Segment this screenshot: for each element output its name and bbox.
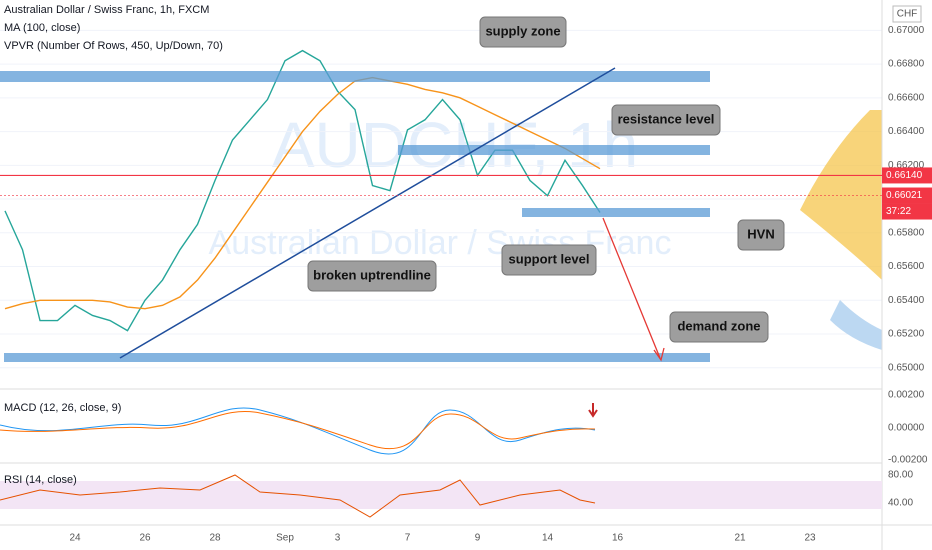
x-tick-label: 26: [139, 533, 151, 544]
currency-box: [892, 5, 922, 23]
x-tick-label: 21: [734, 533, 746, 544]
annotation: support level: [501, 244, 597, 276]
annotation: demand zone: [669, 311, 769, 343]
price-tag: [882, 167, 932, 184]
vpvr: [800, 110, 882, 280]
countdown-tag: [882, 203, 932, 220]
annotation-text: resistance level: [618, 111, 715, 126]
price-tag-label: 0.66021: [886, 190, 923, 201]
trendline: [119, 67, 616, 359]
macd-tick: 0.00000: [888, 423, 925, 434]
x-tick-label: 7: [405, 533, 411, 544]
y-tick-label: 0.67200: [888, 0, 925, 2]
resistance-zone: [398, 145, 710, 155]
x-tick-label: Sep: [276, 533, 294, 544]
support-zone: [522, 208, 710, 217]
rsi-line: [0, 474, 596, 518]
y-tick-label: 0.66600: [888, 92, 925, 103]
ma-legend: MA (100, close): [4, 22, 80, 34]
vpvr-legend: VPVR (Number Of Rows, 450, Up/Down, 70): [4, 40, 223, 52]
macd-tick: 0.00200: [888, 390, 925, 401]
arrow: [602, 217, 661, 359]
plot: [0, 29, 882, 369]
arrow-head: [653, 347, 665, 362]
x-tick-label: 9: [475, 533, 481, 544]
annotation: supply zone: [479, 16, 567, 48]
x-tick-label: 23: [804, 533, 816, 544]
macd-line: [0, 407, 596, 455]
y-tick-label: 0.65600: [888, 261, 925, 272]
y-tick-label: 0.66400: [888, 126, 925, 137]
countdown: 37:22: [886, 206, 911, 217]
symbol: Australian Dollar / Swiss Franc, 1h, FXC…: [4, 4, 209, 16]
price-tag: [882, 187, 932, 204]
supply-zone: [0, 71, 710, 82]
rsi-tick: 80.00: [888, 470, 913, 481]
y-tick-label: 0.66800: [888, 59, 925, 70]
vpvr-low: [830, 300, 882, 350]
annotation: HVN: [737, 219, 785, 251]
demand-zone: [4, 353, 710, 362]
y-tick-label: 0.65400: [888, 295, 925, 306]
y-tick-label: 0.66200: [888, 160, 925, 171]
x-tick-label: 14: [542, 533, 554, 544]
annotation-text: broken uptrendline: [313, 267, 431, 282]
macd-arrow: [588, 403, 598, 418]
watermark-sub: Australian Dollar / Swiss Franc: [209, 224, 672, 262]
y-tick-label: 0.65200: [888, 329, 925, 340]
macd-tick: -0.00200: [888, 455, 928, 466]
y-tick-label: 0.65000: [888, 362, 925, 373]
signal-line: [0, 411, 596, 450]
x-tick-label: 28: [209, 533, 221, 544]
macd-legend: MACD (12, 26, close, 9): [4, 402, 121, 414]
rsi-band: [0, 481, 882, 509]
rsi-legend: RSI (14, close): [4, 474, 77, 486]
annotation-text: support level: [509, 251, 590, 266]
annotation: resistance level: [611, 104, 721, 136]
series-line: [4, 76, 601, 310]
x-tick-label: 16: [612, 533, 624, 544]
annotation-text: supply zone: [485, 23, 560, 38]
currency: CHF: [897, 9, 918, 20]
watermark: AUDCHF, 1h: [272, 109, 638, 181]
annotation-text: demand zone: [677, 318, 760, 333]
y-tick-label: 0.67000: [888, 25, 925, 36]
x-tick-label: 3: [335, 533, 341, 544]
annotation-text: HVN: [747, 226, 774, 241]
price-tag-label: 0.66140: [886, 170, 923, 181]
y-tick-label: 0.65800: [888, 227, 925, 238]
annotation: broken uptrendline: [307, 260, 437, 292]
rsi-tick: 40.00: [888, 498, 913, 509]
x-tick-label: 24: [69, 533, 81, 544]
